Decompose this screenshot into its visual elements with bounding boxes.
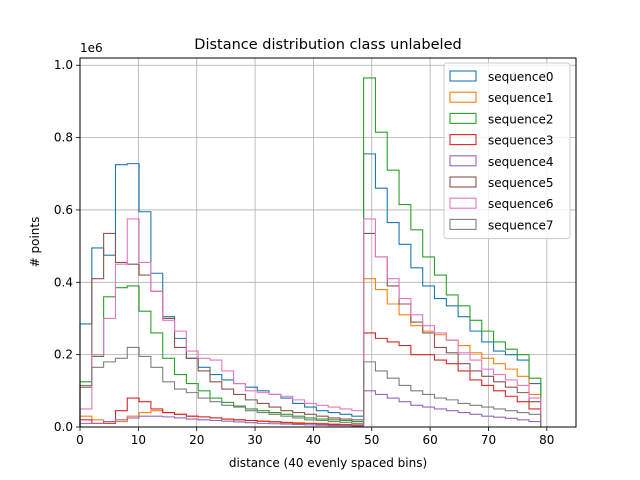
series-line-sequence7 [79,346,553,428]
axis-ticks: 0 10 20 30 40 50 60 70 80 0.0 0.2 0.4 0.6 0.8 1.0 [54,58,555,447]
legend-swatch [449,91,477,103]
x-tick-label: 30 [247,433,262,447]
chart-title: Distance distribution class unlabeled [194,37,461,53]
series-line-sequence6 [79,218,553,428]
series-line-sequence2 [79,77,553,428]
x-tick-label: 10 [131,433,146,447]
y-tick-label: 1.0 [54,58,73,72]
legend-label: sequence3 [488,134,553,148]
y-tick-label: 0.2 [54,348,73,362]
x-tick-label: 80 [539,433,554,447]
legend-swatch [449,197,477,209]
x-tick-label: 70 [481,433,496,447]
y-tick-label: 0.0 [54,420,73,434]
series-line-sequence0 [79,153,553,428]
legend-swatch [449,70,477,82]
legend-label: sequence5 [488,176,553,190]
legend-label: sequence0 [488,70,553,84]
y-offset-text: 1e6 [80,41,103,55]
x-tick-label: 0 [76,433,84,447]
plot-frame [79,57,577,428]
x-tick-label: 40 [306,433,321,447]
legend-label: sequence7 [488,218,553,232]
series-group [79,77,553,428]
y-axis-label: # points [28,217,42,268]
legend-swatch [449,218,477,230]
legend-box [443,62,571,240]
x-tick-label: 50 [364,433,379,447]
series-line-sequence3 [79,332,553,428]
legend-swatch [449,155,477,167]
y-tick-label: 0.8 [54,131,73,145]
series-line-sequence4 [79,390,553,428]
legend-swatch [449,176,477,188]
x-tick-label: 20 [189,433,204,447]
legend-label: sequence4 [488,155,553,169]
legend-label: sequence1 [488,91,553,105]
legend-label: sequence6 [488,197,553,211]
legend-label: sequence2 [488,112,553,126]
y-tick-label: 0.6 [54,203,73,217]
legend: sequence0 sequence1 sequence2 sequence3 sequ… [443,62,571,240]
legend-swatch [449,112,477,124]
legend-swatch [449,134,477,146]
y-tick-label: 0.4 [54,275,73,289]
x-tick-label: 60 [422,433,437,447]
x-axis-label: distance (40 evenly spaced bins) [229,456,427,470]
